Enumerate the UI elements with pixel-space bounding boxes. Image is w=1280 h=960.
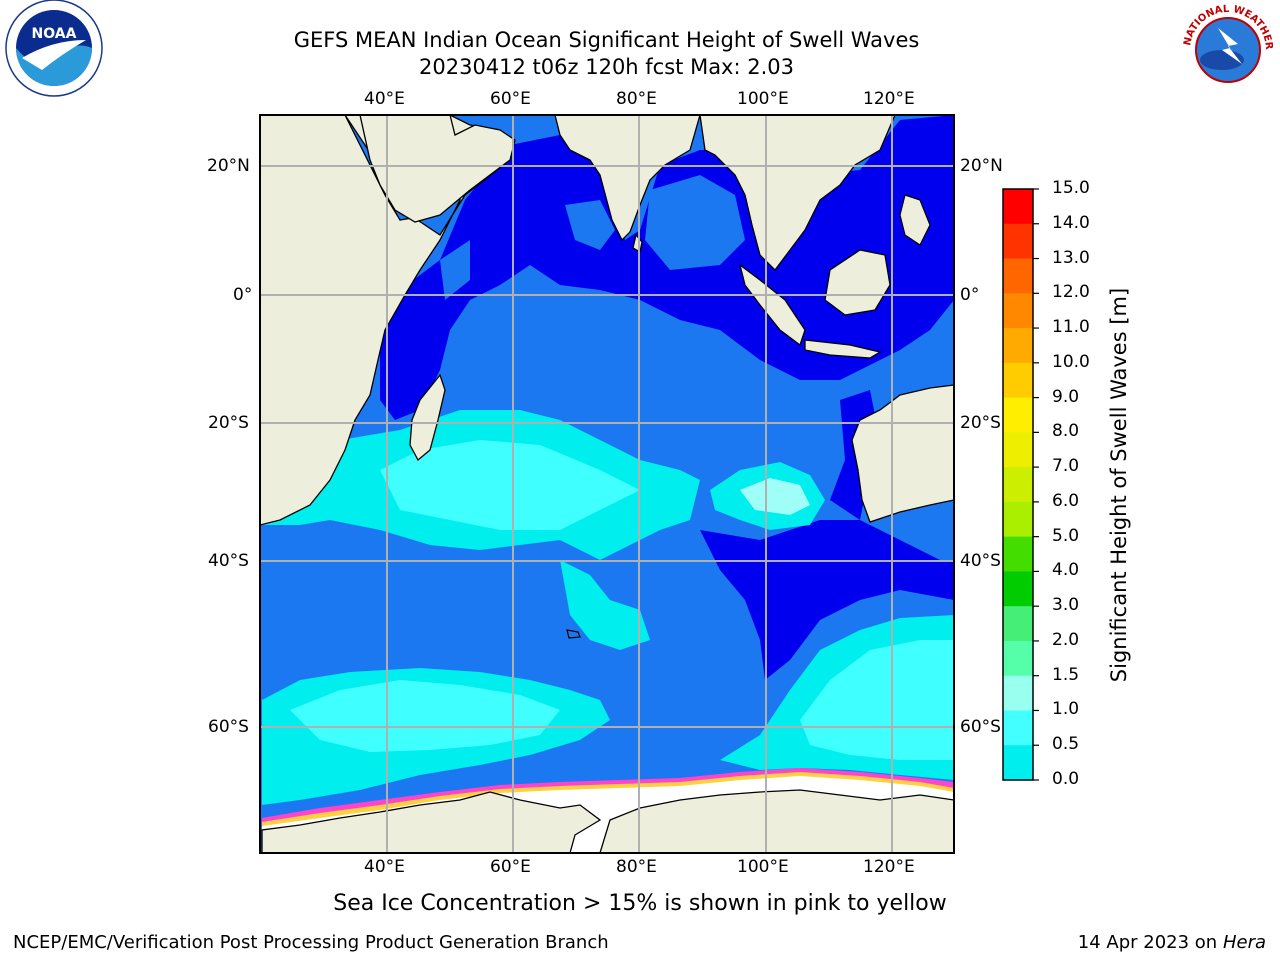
colorbar-bin <box>1003 223 1033 260</box>
lat-label-left: 20°N <box>207 156 250 176</box>
lon-label-bottom: 100°E <box>737 857 789 877</box>
colorbar-bin <box>1003 258 1033 294</box>
map-frame <box>259 114 955 854</box>
colorbar-tick-label: 0.5 <box>1052 734 1080 755</box>
colorbar-tick-label: 11.0 <box>1052 317 1090 338</box>
land-philippines <box>899 194 931 246</box>
colorbar-bin <box>1003 362 1033 399</box>
colorbar-tick-label: 8.0 <box>1052 421 1080 442</box>
colorbar-bin <box>1003 397 1033 433</box>
region-cyan-central <box>560 560 650 650</box>
footer-left: NCEP/EMC/Verification Post Processing Pr… <box>13 932 609 953</box>
lat-label-right: 20°N <box>960 156 1003 176</box>
colorbar-bin <box>1003 501 1033 538</box>
colorbar-bin <box>1003 189 1033 225</box>
colorbar-tick-label: 12.0 <box>1052 282 1090 303</box>
colorbar-tick-label: 9.0 <box>1052 386 1080 407</box>
footer-right: 14 Apr 2023 on Hera <box>1078 932 1266 953</box>
chart-subtitle: 20230412 t06z 120h fcst Max: 2.03 <box>419 55 794 79</box>
colorbar-tick-label: 6.0 <box>1052 490 1080 511</box>
colorbar-frame <box>1002 188 1034 781</box>
colorbar-bin <box>1003 328 1033 364</box>
region-blue-somali <box>440 240 470 300</box>
lon-label-top: 60°E <box>490 89 531 109</box>
footer-date: 14 Apr 2023 on <box>1077 932 1223 953</box>
colorbar-bin <box>1003 467 1033 503</box>
land-java <box>804 339 882 359</box>
region-pale-east <box>740 478 810 515</box>
colorbar-bin <box>1003 293 1033 329</box>
lon-label-top: 100°E <box>737 89 789 109</box>
colorbar-bins <box>1003 188 1039 781</box>
lon-label-top: 40°E <box>364 89 405 109</box>
land-sumatra <box>738 263 806 347</box>
region-blue-bay-of-bengal <box>645 175 745 270</box>
colorbar-tick-label: 2.0 <box>1052 629 1080 650</box>
colorbar-tick-label: 1.5 <box>1052 664 1080 685</box>
lat-label-left: 20°S <box>208 413 249 433</box>
lat-label-left: 40°S <box>208 551 249 571</box>
colorbar-tick-label: 10.0 <box>1052 351 1090 372</box>
region-lightcyan-southwest <box>380 440 640 530</box>
sea-ice-note: Sea Ice Concentration > 15% is shown in … <box>333 891 947 916</box>
map-area <box>260 115 954 853</box>
colorbar-tick-label: 3.0 <box>1052 595 1080 616</box>
region-lightcyan-south-west <box>290 680 560 752</box>
lat-label-right: 40°S <box>960 551 1001 571</box>
colorbar-title: Significant Height of Swell Waves [m] <box>1107 287 1131 683</box>
colorbar-tick-label: 13.0 <box>1052 247 1090 268</box>
colorbar-bin <box>1003 571 1033 607</box>
lon-label-top: 80°E <box>616 89 657 109</box>
nws-logo: NATIONAL WEATHER SERVICE <box>1178 0 1274 96</box>
colorbar-tick-label: 4.0 <box>1052 560 1080 581</box>
colorbar-tick-label: 5.0 <box>1052 525 1080 546</box>
colorbar-tick-label: 14.0 <box>1052 212 1090 233</box>
colorbar-tick-label: 1.0 <box>1052 699 1080 720</box>
footer-host: Hera <box>1222 932 1266 953</box>
colorbar-bin <box>1003 745 1033 781</box>
land-australia <box>851 384 954 523</box>
land-antarctica <box>261 791 602 853</box>
colorbar-bin <box>1003 536 1033 572</box>
land-arabia <box>359 115 516 223</box>
lat-label-left: 60°S <box>208 717 249 737</box>
colorbar-tick-label: 15.0 <box>1052 178 1090 198</box>
lat-label-right: 20°S <box>960 413 1001 433</box>
colorbar-tick-label: 0.0 <box>1052 769 1080 789</box>
lat-label-left: 0° <box>233 285 253 305</box>
noaa-logo: NOAA <box>5 0 103 97</box>
graticule <box>260 115 954 853</box>
lon-label-bottom: 80°E <box>616 857 657 877</box>
chart-title: GEFS MEAN Indian Ocean Significant Heigh… <box>293 28 920 52</box>
noaa-logo-text: NOAA <box>32 26 77 42</box>
colorbar-tick-label: 7.0 <box>1052 456 1080 477</box>
lon-label-bottom: 120°E <box>863 857 915 877</box>
colorbar-bin <box>1003 606 1033 642</box>
region-blue-arabian <box>565 200 615 250</box>
lon-label-top: 120°E <box>863 89 915 109</box>
land-kerguelen <box>566 629 581 639</box>
lon-label-bottom: 40°E <box>364 857 405 877</box>
lat-label-right: 60°S <box>960 717 1001 737</box>
land-india <box>554 115 701 242</box>
land-borneo <box>824 249 891 316</box>
land-madagascar <box>409 373 446 462</box>
colorbar-bin <box>1003 710 1033 746</box>
region-lightcyan-south-east <box>800 640 954 760</box>
colorbar-bin <box>1003 432 1033 468</box>
lon-label-bottom: 60°E <box>490 857 531 877</box>
colorbar-bin <box>1003 675 1033 711</box>
lat-label-right: 0° <box>960 285 980 305</box>
colorbar-bin <box>1003 640 1033 677</box>
